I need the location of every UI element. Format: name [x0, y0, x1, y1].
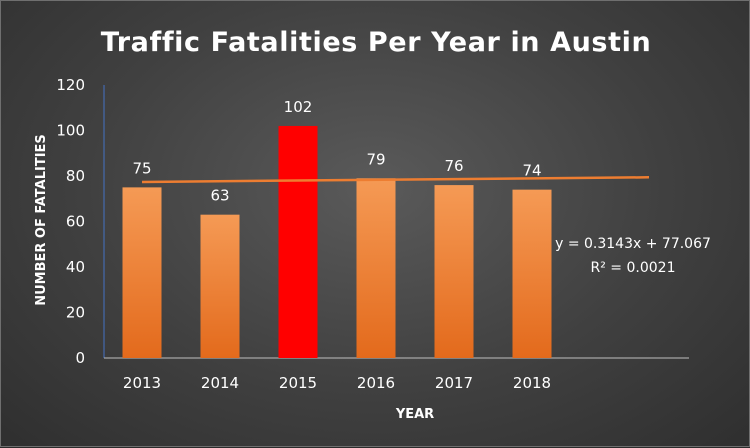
bars-group: [122, 125, 552, 358]
trendline-r-squared: R² = 0.0021: [591, 260, 676, 276]
y-tick-label: 20: [66, 304, 85, 322]
bar-2018: [512, 189, 552, 358]
y-tick-label: 0: [75, 349, 85, 367]
bar-2015: [278, 125, 318, 358]
bar-2017: [434, 185, 474, 358]
y-tick-label: 40: [66, 258, 85, 276]
y-axis-ticks: 0 20 40 60 80 100 120: [56, 76, 85, 367]
data-label-2013: 75: [132, 159, 151, 177]
bar-2014: [200, 214, 240, 358]
data-label-2016: 79: [366, 150, 385, 168]
x-axis-ticks: 2013 2014 2015 2016 2017 2018: [123, 374, 551, 392]
y-axis-title: NUMBER OF FATALITIES: [34, 134, 49, 306]
data-label-2014: 63: [210, 187, 229, 205]
x-tick-label-2013: 2013: [123, 374, 161, 392]
data-label-2018: 74: [522, 162, 541, 180]
y-tick-label: 80: [66, 167, 85, 185]
y-tick-label: 120: [56, 76, 85, 94]
y-tick-label: 100: [56, 122, 85, 140]
trendline: [141, 176, 650, 184]
chart-title: Traffic Fatalities Per Year in Austin: [101, 27, 652, 58]
x-tick-label-2016: 2016: [357, 374, 395, 392]
x-tick-label-2017: 2017: [435, 374, 473, 392]
y-tick-label: 60: [66, 213, 85, 231]
x-axis-title: YEAR: [395, 407, 434, 422]
trendline-equation: y = 0.3143x + 77.067: [555, 236, 711, 252]
data-labels-group: 75 63 102 79 76 74: [132, 98, 541, 205]
x-tick-label-2015: 2015: [279, 374, 317, 392]
x-tick-label-2014: 2014: [201, 374, 239, 392]
data-label-2017: 76: [444, 157, 463, 175]
bar-2016: [356, 178, 396, 358]
data-label-2015: 102: [284, 98, 313, 116]
bar-2013: [122, 187, 162, 358]
x-tick-label-2018: 2018: [513, 374, 551, 392]
